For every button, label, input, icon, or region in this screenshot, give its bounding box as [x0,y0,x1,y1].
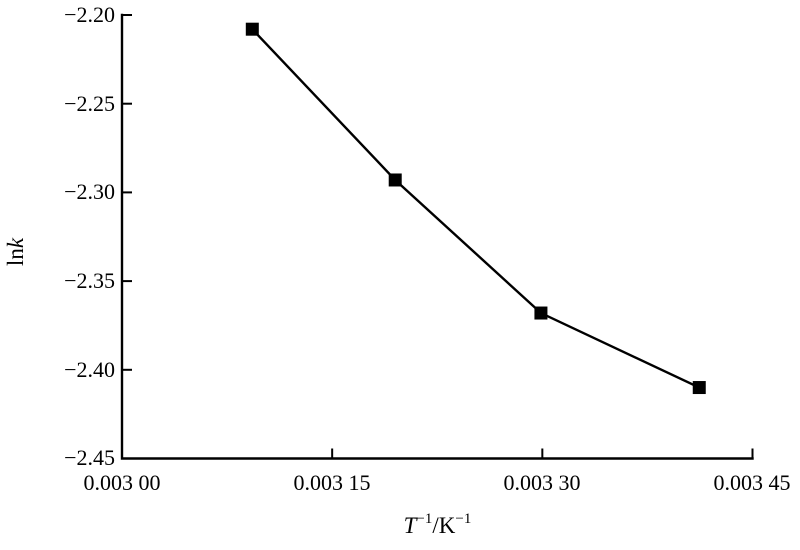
x-axis-title-unit: /K [432,513,456,538]
y-tick-label: −2.45 [64,445,115,470]
x-tick-label: 0.003 00 [83,470,161,495]
x-axis-title-var: T [403,513,417,538]
axis-spines [120,13,754,460]
y-tick-label: −2.20 [64,2,115,27]
y-axis-title: lnk [3,226,29,278]
data-point-marker [388,173,402,187]
data-point-marker [245,22,259,36]
x-axis-title: T−1/K−1 [122,511,753,539]
y-tick-label: −2.35 [64,268,115,293]
data-point-marker [692,381,706,395]
x-axis-title-sup1: −1 [416,511,433,528]
x-axis-title-sup2: −1 [455,511,472,528]
y-axis-title-k: k [3,237,28,249]
x-tick-label: 0.003 15 [293,470,371,495]
x-tick-label: 0.003 30 [503,470,581,495]
y-tick-label: −2.25 [64,91,115,116]
y-tick-label: −2.40 [64,357,115,382]
x-tick-label: 0.003 45 [713,470,791,495]
data-line [251,27,701,389]
data-point-marker [534,306,548,320]
y-axis-title-ln: ln [3,248,28,267]
y-tick-label: −2.30 [64,179,115,204]
